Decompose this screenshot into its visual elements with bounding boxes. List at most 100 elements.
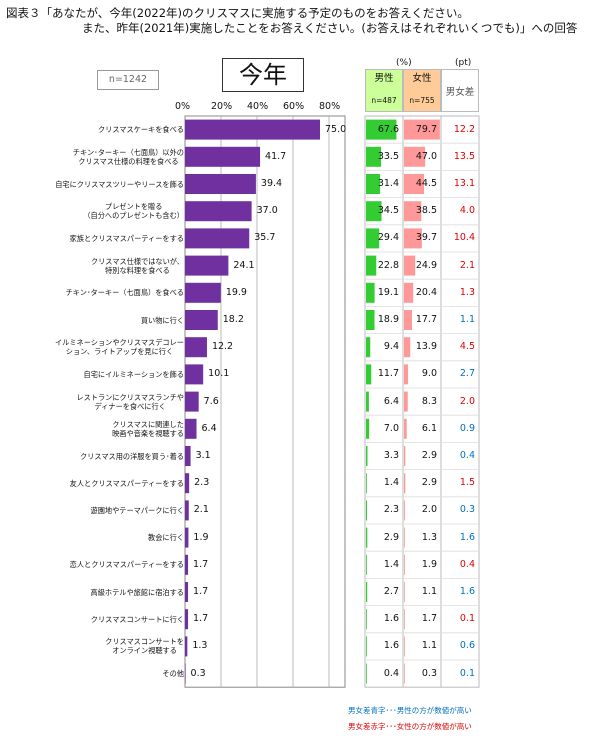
category-label: 自宅にイルミネーションを飾る (83, 369, 184, 379)
male-bar (366, 337, 371, 358)
male-value: 6.4 (383, 395, 399, 407)
sample-size-box: n=1242 (97, 70, 159, 90)
gender-diff-value: 0.4 (459, 450, 475, 461)
bar-value-label: 35.7 (254, 232, 276, 244)
female-value: 6.1 (421, 422, 437, 434)
gender-diff-value: 0.4 (459, 558, 475, 570)
category-label: チキン･ターキー（七面鳥）を食べる (65, 288, 184, 298)
gender-diff-value: 0.1 (459, 613, 475, 625)
female-value: 20.4 (415, 286, 437, 298)
female-value: 1.1 (421, 586, 437, 597)
gender-diff-value: 1.5 (459, 477, 475, 489)
male-bar (366, 119, 397, 140)
legend-red: 男女差赤字･･･女性の方が数値が高い (348, 722, 472, 731)
category-label: クリスマスに関連した 映画や音楽を視聴する (112, 419, 184, 438)
male-value: 3.3 (383, 450, 399, 461)
gender-diff-value: 0.3 (459, 504, 475, 516)
bar-value-label: 1.7 (193, 558, 209, 570)
gender-diff-value: 2.0 (459, 395, 475, 407)
female-bar (404, 146, 426, 167)
female-bar (404, 364, 409, 385)
female-bar (404, 119, 440, 140)
gender-diff-value: 10.4 (453, 232, 475, 244)
bar-value-label: 1.7 (193, 613, 209, 625)
category-label: 遊園地やテーマパークに行く (90, 505, 184, 515)
gender-diff-value: 2.7 (459, 368, 475, 380)
category-label: プレゼントを贈る （自分へのプレゼントも含む） (83, 202, 184, 221)
male-value: 2.9 (383, 531, 399, 543)
unit-percent: (%) (396, 58, 412, 68)
bar-value-label: 7.6 (203, 395, 219, 407)
female-bar (404, 228, 422, 249)
side-table-frame (364, 115, 480, 688)
category-label: チキン･ターキー（七面鳥）以外の クリスマス仕様の料理を食べる (72, 147, 184, 166)
female-bar (404, 636, 405, 657)
category-label: イルミネーションやクリスマスデコレー ション、ライトアップを見に行く (54, 338, 184, 357)
female-value: 1.7 (421, 613, 437, 625)
bar (185, 201, 252, 222)
female-value: 2.0 (421, 504, 437, 516)
bar (185, 282, 221, 303)
male-header-label: 男性 (374, 73, 394, 84)
bar (185, 310, 218, 330)
bar-value-label: 1.7 (193, 586, 209, 597)
female-bar (404, 391, 408, 412)
panel-title: 今年 (222, 58, 304, 92)
category-label: その他 (162, 669, 184, 679)
female-value: 9.0 (421, 368, 437, 380)
category-label: レストランにクリスマスランチや ディナーを食べに行く (76, 392, 184, 411)
male-value: 18.9 (377, 314, 399, 325)
gender-diff-value: 12.2 (453, 123, 475, 135)
male-bar (366, 146, 382, 167)
bar-value-label: 2.3 (194, 477, 210, 489)
bar (185, 554, 189, 575)
diff-header: 男女差 (441, 69, 479, 112)
female-header: 女性 n=755 (403, 69, 441, 112)
male-value: 22.8 (377, 259, 399, 271)
bar (185, 119, 320, 140)
bar-value-label: 24.1 (233, 259, 255, 271)
diff-header-label: 男女差 (445, 87, 475, 98)
female-bar (404, 310, 412, 330)
bar-value-label: 75.0 (325, 123, 347, 135)
female-value: 2.9 (421, 450, 437, 461)
figure-title: 図表３「あなたが、今年(2022年)のクリスマスに実施する予定のものをお答えくだ… (6, 6, 577, 36)
bar-value-label: 39.4 (260, 178, 283, 189)
bar (185, 500, 189, 521)
male-value: 9.4 (383, 341, 399, 353)
bar (185, 663, 186, 684)
female-value: 38.5 (415, 205, 437, 217)
gender-diff-value: 0.6 (459, 640, 475, 652)
male-bar (366, 582, 368, 602)
female-header-label: 女性 (412, 73, 432, 84)
female-bar (404, 418, 407, 439)
male-bar (366, 418, 370, 439)
female-bar (404, 527, 405, 548)
unit-pt: (pt) (455, 58, 472, 68)
bar (185, 228, 250, 249)
male-bar (366, 554, 367, 575)
female-bar (404, 663, 405, 684)
bar-value-label: 18.2 (222, 314, 244, 325)
male-value: 11.7 (377, 368, 399, 380)
male-bar (366, 255, 377, 276)
male-bar (366, 473, 367, 494)
female-bar (404, 554, 405, 575)
male-value: 7.0 (383, 422, 399, 434)
bar (185, 146, 261, 167)
x-tick-label: 20% (211, 101, 233, 112)
category-label: 家族とクリスマスパーティーをする (69, 233, 184, 243)
bar-value-label: 19.9 (225, 286, 247, 298)
x-tick-label: 40% (247, 101, 269, 112)
female-value: 13.9 (415, 341, 437, 353)
bar (185, 364, 204, 385)
bar (185, 446, 191, 466)
bar-value-label: 1.3 (192, 640, 208, 652)
x-tick-label: 0% (175, 101, 191, 112)
female-value: 44.5 (415, 178, 437, 189)
bar (185, 391, 199, 412)
male-value: 33.5 (377, 150, 399, 162)
bar (185, 418, 197, 439)
male-value: 0.4 (383, 667, 399, 679)
